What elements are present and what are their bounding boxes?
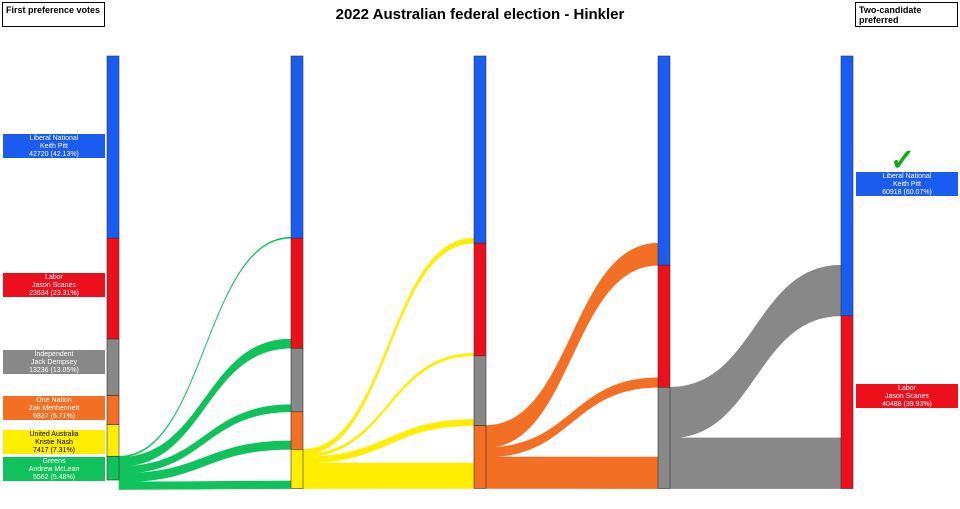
label-party: Labor <box>45 274 63 281</box>
flow-round-4-2 <box>669 437 842 489</box>
bar-col-1-seg-2 <box>106 237 120 340</box>
first-pref-label-1: Liberal National Keith Pitt 42720 (42.13%) <box>3 134 105 158</box>
flow-round-3-2 <box>485 377 659 458</box>
bar-col-1-seg-3 <box>106 338 120 396</box>
bar-col-4-seg-1 <box>657 55 671 266</box>
winner-check-icon: ✓ <box>890 144 916 177</box>
bar-col-3-seg-1 <box>473 55 487 244</box>
label-votes: 5562 (5.48%) <box>32 474 76 481</box>
bar-col-1-seg-5 <box>106 424 120 457</box>
label-party: United Australia <box>29 431 79 438</box>
label-votes: 42720 (42.13%) <box>29 151 79 158</box>
first-pref-label-4: One Nation Zak Menhennett 6837 (6.71%) <box>3 396 105 420</box>
bar-col-2-seg-3 <box>290 347 304 413</box>
tcp-label-2: Labor Jason Scanes 40488 (39.93%) <box>856 384 958 408</box>
flow-round-2-3 <box>302 419 475 464</box>
label-candidate: Keith Pitt <box>892 181 921 188</box>
bar-col-2-seg-2 <box>290 237 304 349</box>
first-pref-label-5: United Australia Kristie Nash 7417 (7.31%) <box>3 430 105 454</box>
bar-col-3-seg-4 <box>473 425 487 489</box>
two-candidate-preferred-header: Two-candidate preferred <box>855 2 958 27</box>
bar-col-3-seg-3 <box>473 355 487 426</box>
label-votes: 23634 (23.31%) <box>29 290 79 297</box>
tcp-label-1: Liberal National Keith Pitt 60918 (60.07%) <box>856 172 958 196</box>
flow-round-4-1 <box>669 264 842 439</box>
first-pref-label-2: Labor Jason Scanes 23634 (23.31%) <box>3 273 105 297</box>
bar-col-2-seg-4 <box>290 411 304 450</box>
label-party: Greens <box>42 458 66 465</box>
flow-round-3-3 <box>485 456 659 489</box>
flow-round-2-4 <box>302 462 475 489</box>
bar-col-5-seg-2 <box>840 315 854 489</box>
label-candidate: Jack Dempsey <box>31 359 77 366</box>
bar-col-1-seg-1 <box>106 55 120 239</box>
first-preference-header: First preference votes <box>2 2 105 27</box>
label-votes: 13236 (13.05%) <box>29 367 79 374</box>
label-party: Liberal National <box>882 173 932 180</box>
label-votes: 7417 (7.31%) <box>32 447 76 454</box>
label-candidate: Zak Menhennett <box>28 405 80 412</box>
first-pref-label-6: Greens Andrew McLean 5562 (5.48%) <box>3 457 105 481</box>
flow-round-1-5 <box>118 480 292 490</box>
bar-col-4-seg-2 <box>657 264 671 388</box>
bar-col-1-seg-6 <box>106 455 120 481</box>
bar-col-1-seg-4 <box>106 395 120 425</box>
label-candidate: Keith Pitt <box>39 143 68 150</box>
bar-col-2-seg-1 <box>290 55 304 239</box>
label-party: One Nation <box>36 397 72 404</box>
chart-title: 2022 Australian federal election - Hinkl… <box>335 6 625 23</box>
label-candidate: Jason Scanes <box>32 282 76 289</box>
label-candidate: Jason Scanes <box>885 393 929 400</box>
label-votes: 60918 (60.07%) <box>882 189 932 196</box>
label-party: Liberal National <box>29 135 79 142</box>
label-candidate: Andrew McLean <box>28 466 80 473</box>
bar-col-2-seg-5 <box>290 449 304 489</box>
label-candidate: Kristie Nash <box>35 439 73 446</box>
label-party: Independent <box>34 351 74 358</box>
label-votes: 40488 (39.93%) <box>882 401 932 408</box>
first-pref-label-3: Independent Jack Dempsey 13236 (13.05%) <box>3 350 105 374</box>
bar-col-3-seg-2 <box>473 242 487 357</box>
label-party: Labor <box>898 385 916 392</box>
label-votes: 6837 (6.71%) <box>32 413 76 420</box>
bar-col-4-seg-3 <box>657 386 671 489</box>
bar-col-5-seg-1 <box>840 55 854 317</box>
